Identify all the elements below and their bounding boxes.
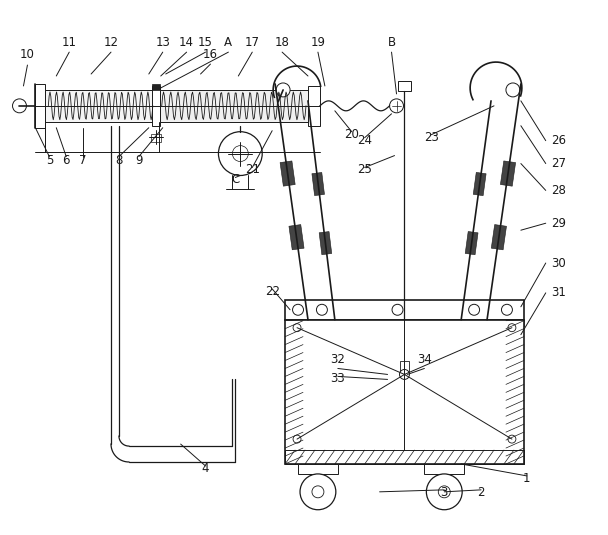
- Bar: [35, 84, 46, 128]
- Circle shape: [390, 99, 404, 113]
- Circle shape: [312, 486, 324, 498]
- Text: 33: 33: [331, 372, 345, 385]
- Text: 34: 34: [417, 353, 432, 365]
- Bar: [152, 84, 160, 90]
- Bar: [308, 86, 320, 126]
- Text: 21: 21: [245, 164, 260, 177]
- Text: 7: 7: [80, 154, 87, 166]
- Circle shape: [502, 304, 513, 315]
- Text: A: A: [224, 36, 232, 49]
- Bar: [399, 361, 409, 372]
- Circle shape: [300, 474, 336, 510]
- Polygon shape: [280, 161, 295, 186]
- Bar: [152, 86, 160, 126]
- Bar: [424, 464, 464, 474]
- Bar: [285, 300, 524, 320]
- Circle shape: [276, 83, 290, 97]
- Text: 14: 14: [179, 36, 194, 49]
- Text: 19: 19: [311, 36, 325, 49]
- Bar: [151, 134, 161, 142]
- Circle shape: [426, 474, 462, 510]
- Text: 25: 25: [358, 164, 372, 177]
- Text: 2: 2: [477, 486, 485, 499]
- Text: 8: 8: [116, 154, 123, 166]
- Text: C: C: [231, 173, 240, 186]
- Text: 9: 9: [135, 154, 143, 166]
- Text: 12: 12: [103, 36, 119, 49]
- Polygon shape: [491, 225, 506, 250]
- Text: 18: 18: [275, 36, 289, 49]
- Text: B: B: [387, 36, 396, 49]
- Text: 5: 5: [46, 154, 53, 166]
- Circle shape: [506, 83, 520, 97]
- Polygon shape: [312, 172, 325, 196]
- Bar: [46, 90, 156, 122]
- Text: 20: 20: [344, 128, 359, 141]
- Text: 23: 23: [424, 131, 439, 144]
- Text: 13: 13: [155, 36, 170, 49]
- Polygon shape: [500, 161, 516, 186]
- Text: 26: 26: [551, 134, 565, 147]
- Text: 17: 17: [245, 36, 260, 49]
- Text: 31: 31: [551, 286, 565, 300]
- Text: 15: 15: [198, 36, 213, 49]
- Bar: [398, 81, 412, 91]
- Circle shape: [399, 370, 409, 379]
- Circle shape: [469, 304, 480, 315]
- Circle shape: [292, 304, 303, 315]
- Circle shape: [218, 132, 262, 175]
- Text: 29: 29: [551, 217, 565, 230]
- Polygon shape: [319, 232, 332, 255]
- Bar: [298, 464, 338, 474]
- Polygon shape: [289, 225, 304, 250]
- Bar: [160, 90, 308, 122]
- Text: 10: 10: [20, 48, 35, 61]
- Bar: [285, 320, 524, 464]
- Text: 27: 27: [551, 157, 565, 170]
- Circle shape: [438, 486, 451, 498]
- Text: 28: 28: [551, 184, 565, 197]
- Text: 22: 22: [264, 285, 280, 298]
- Text: 30: 30: [551, 256, 565, 270]
- Circle shape: [508, 324, 516, 332]
- Circle shape: [508, 435, 516, 443]
- Circle shape: [293, 324, 301, 332]
- Circle shape: [232, 146, 248, 162]
- Text: 16: 16: [203, 48, 218, 61]
- Polygon shape: [465, 232, 478, 255]
- Text: 1: 1: [523, 472, 531, 485]
- Circle shape: [293, 435, 301, 443]
- Text: 3: 3: [441, 486, 448, 499]
- Text: 11: 11: [62, 36, 77, 49]
- Text: 4: 4: [202, 462, 209, 475]
- Circle shape: [13, 99, 27, 113]
- Polygon shape: [473, 172, 486, 196]
- Text: 6: 6: [63, 154, 70, 166]
- Bar: [285, 450, 524, 464]
- Text: 24: 24: [357, 134, 372, 147]
- Circle shape: [316, 304, 327, 315]
- Circle shape: [392, 304, 403, 315]
- Bar: [285, 320, 524, 326]
- Text: 32: 32: [330, 353, 345, 365]
